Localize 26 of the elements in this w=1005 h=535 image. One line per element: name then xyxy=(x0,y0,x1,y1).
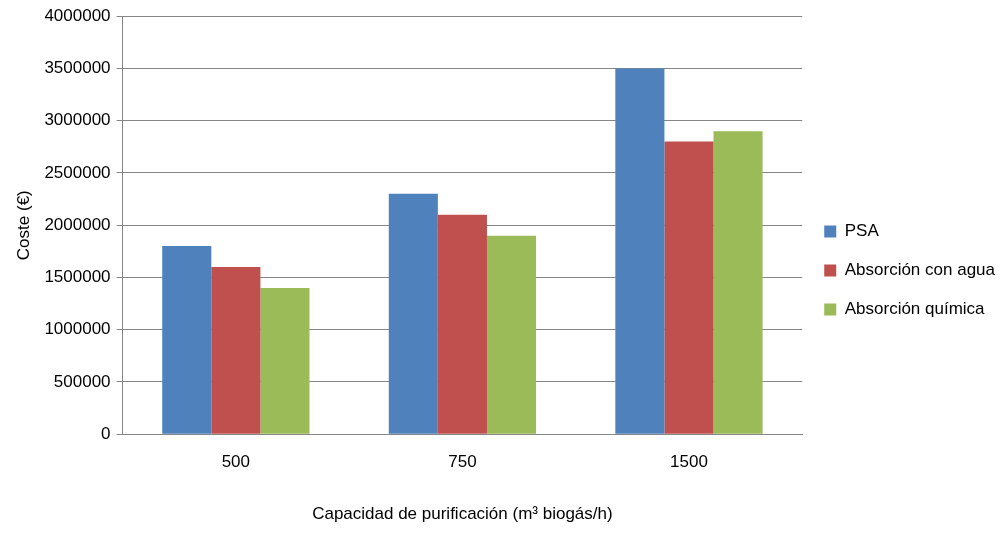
y-tick-label: 3500000 xyxy=(44,58,111,78)
bar xyxy=(486,235,537,434)
legend-label: Absorción química xyxy=(844,299,986,319)
bar xyxy=(713,131,763,434)
x-tick-label: 500 xyxy=(221,452,251,472)
y-tick-label: 0 xyxy=(101,423,111,443)
x-tick-label: 1500 xyxy=(670,452,708,472)
bar xyxy=(664,141,714,434)
y-axis-title: Coste (€) xyxy=(13,190,33,261)
legend-label: Absorción con agua xyxy=(844,260,996,280)
y-tick-label: 3000000 xyxy=(44,110,111,130)
x-tick-label: 750 xyxy=(448,452,477,472)
bar xyxy=(615,68,665,434)
bar xyxy=(388,193,438,434)
bar xyxy=(437,214,487,434)
bar xyxy=(260,287,310,434)
y-tick-label: 4000000 xyxy=(44,5,111,25)
y-tick-label: 2500000 xyxy=(44,162,111,182)
bar xyxy=(211,267,261,434)
y-tick-label: 2000000 xyxy=(44,214,111,234)
bar xyxy=(162,246,212,434)
x-axis-title: Capacidad de purificación (m³ biogás/h) xyxy=(312,504,613,524)
legend-label: PSA xyxy=(844,221,880,241)
y-tick-label: 1500000 xyxy=(44,267,111,287)
y-tick-label: 1000000 xyxy=(44,319,111,339)
y-tick-label: 500000 xyxy=(53,371,111,391)
